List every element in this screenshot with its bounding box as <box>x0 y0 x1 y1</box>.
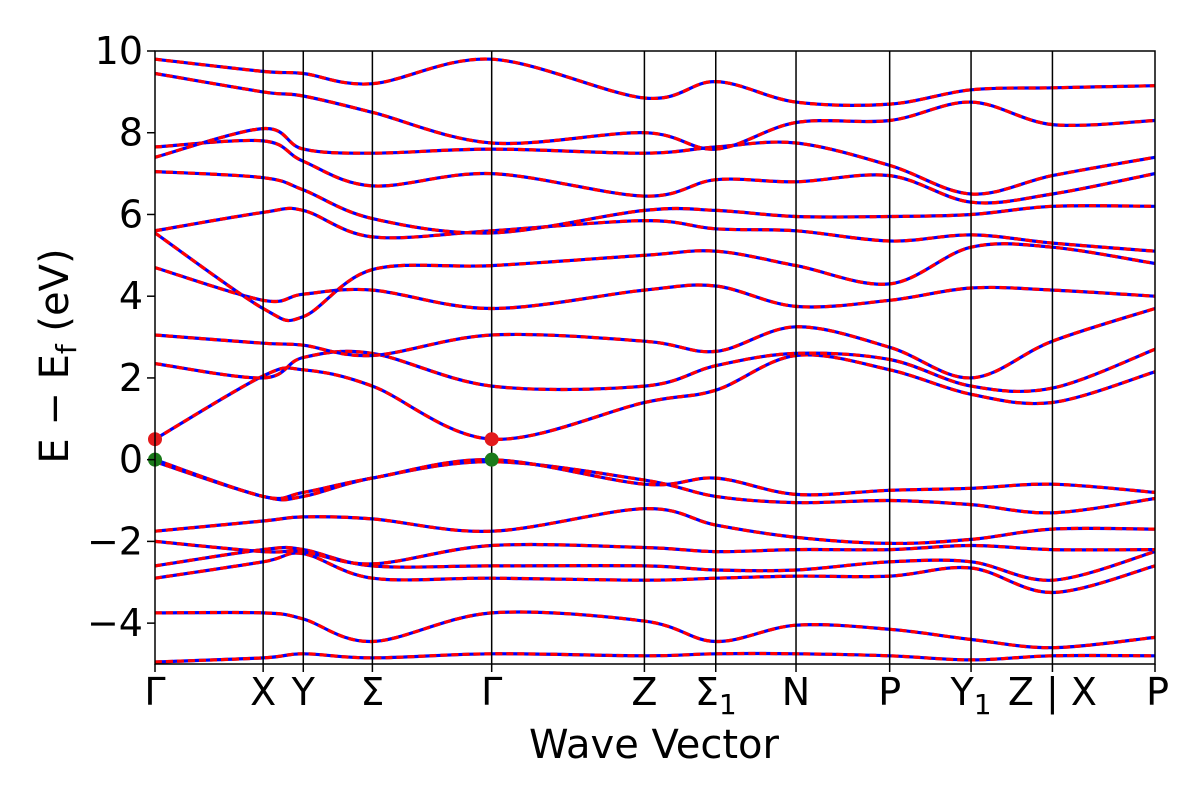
band-line-3-dashed <box>155 551 1155 595</box>
y-tick-label: 8 <box>119 111 143 155</box>
y-axis-label-tail: (eV) <box>32 248 78 344</box>
x-tick-label: Y <box>291 670 316 714</box>
band-line-9-dashed <box>155 353 1155 441</box>
band-line-12-dashed <box>155 266 1155 311</box>
band-line-15-dashed <box>155 170 1155 235</box>
plot-frame <box>154 50 1156 665</box>
x-tick-label: Γ <box>481 670 502 714</box>
x-tick-label: N <box>782 670 810 714</box>
y-tick-label: −4 <box>87 601 143 645</box>
x-tick-label: P <box>878 670 901 714</box>
y-axis-ticks: −4 −2 0 2 4 6 8 10 <box>87 29 155 645</box>
y-tick-label: 6 <box>119 192 143 236</box>
band-line-2-dashed <box>155 610 1155 650</box>
band-line-2 <box>155 610 1155 650</box>
band-line-5 <box>155 539 1155 566</box>
y-tick-label: 2 <box>119 356 143 400</box>
x-tick-label: Z | X <box>1008 670 1097 715</box>
band-line-13-dashed <box>155 231 1155 323</box>
band-line-8-dashed <box>155 458 1155 501</box>
band-line-6-dashed <box>155 507 1155 546</box>
y-axis-label: E − Ef (eV) <box>32 248 83 463</box>
y-axis-label-sub: f <box>50 343 83 354</box>
band-line-14-dashed <box>155 206 1155 253</box>
x-tick-label: Σ <box>360 670 384 714</box>
y-tick-label: 0 <box>119 438 143 482</box>
band-line-13 <box>155 231 1155 323</box>
x-tick-label: Z <box>631 670 657 714</box>
band-edge-point <box>484 432 499 447</box>
y-tick-label: 4 <box>119 274 143 318</box>
y-tick-label: 10 <box>95 29 143 73</box>
x-tick-label: Y1 <box>950 670 992 721</box>
x-tick-label: Σ1 <box>695 670 737 721</box>
band-line-19-dashed <box>155 57 1155 107</box>
band-edge-point <box>484 452 499 467</box>
x-axis-ticks: Γ X Y Σ Γ Z Σ1 N P Y1 Z | X P <box>144 664 1169 721</box>
x-tick-label: X <box>250 670 276 714</box>
y-tick-label: −2 <box>87 519 143 563</box>
y-axis-label-main: E − E <box>32 354 78 464</box>
band-line-18-dashed <box>155 71 1155 151</box>
band-line-6 <box>155 507 1155 546</box>
x-axis-label: Wave Vector <box>529 722 780 768</box>
band-line-3 <box>155 551 1155 595</box>
x-tick-label: P <box>1146 670 1169 714</box>
band-lines <box>155 57 1155 664</box>
high-symmetry-lines <box>262 51 1054 664</box>
x-tick-label: Γ <box>144 670 165 714</box>
